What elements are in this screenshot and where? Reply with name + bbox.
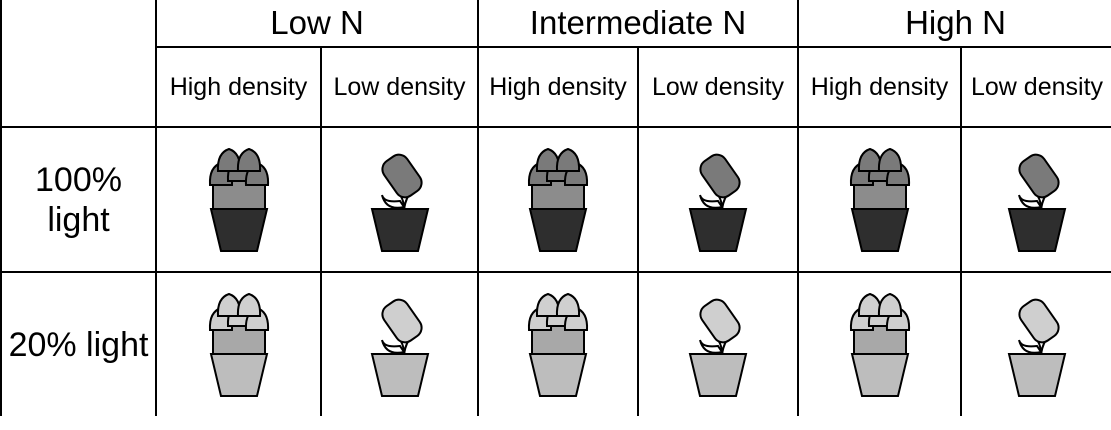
leaf — [1018, 298, 1060, 343]
subheader: Low density — [319, 46, 480, 128]
pot — [850, 207, 909, 252]
plant-cell — [637, 126, 800, 273]
plant-icon — [849, 292, 910, 397]
plant-icon — [849, 147, 910, 252]
plant-cell — [960, 126, 1111, 273]
leaf — [236, 147, 261, 172]
pot — [209, 352, 268, 397]
leaf-fold — [380, 339, 406, 354]
leaf — [699, 153, 741, 198]
subheader: High density — [155, 46, 322, 128]
pot — [688, 352, 748, 397]
leaf — [535, 292, 561, 317]
plant-icon — [1007, 153, 1067, 252]
leaf — [236, 292, 261, 317]
plant-cell — [960, 271, 1111, 416]
plant-cell — [477, 126, 640, 273]
leaf-fold — [699, 339, 724, 354]
leaf-fold — [380, 194, 406, 209]
leaf — [699, 298, 741, 343]
plant-cell — [637, 271, 800, 416]
pot — [1007, 352, 1067, 397]
leaf — [535, 147, 561, 172]
plant-cell — [319, 271, 480, 416]
leaf — [857, 292, 882, 317]
leaf — [216, 147, 241, 172]
plant-cell — [477, 271, 640, 416]
pot — [528, 207, 588, 252]
subheader: High density — [477, 46, 640, 128]
treatment-row: 100% light — [0, 126, 1111, 273]
leaf — [380, 153, 423, 198]
leaf — [216, 292, 241, 317]
design-table: Low N Intermediate N High N High density… — [0, 0, 1111, 416]
row-label: 100% light — [0, 126, 157, 273]
plant-icon — [688, 153, 748, 252]
leaf — [380, 298, 423, 343]
leaf-fold — [699, 194, 724, 209]
leaf — [1018, 153, 1060, 198]
pot — [688, 207, 748, 252]
plant-icon — [208, 292, 269, 397]
leaf — [877, 147, 902, 172]
row-label: 20% light — [0, 271, 157, 416]
pot — [370, 207, 429, 252]
subheader: Low density — [637, 46, 800, 128]
corner-cell — [0, 0, 157, 128]
subheader: High density — [797, 46, 963, 128]
plant-icon — [688, 298, 748, 397]
plant-icon — [527, 292, 589, 397]
pot — [209, 207, 268, 252]
plant-cell — [155, 271, 322, 416]
group-header: High N — [797, 0, 1111, 48]
plant-cell — [797, 271, 963, 416]
treatment-row: 20% light — [0, 271, 1111, 416]
pot — [850, 352, 909, 397]
plant-cell — [319, 126, 480, 273]
leaf — [555, 292, 581, 317]
group-header-row: Low N Intermediate N High N — [0, 0, 1111, 128]
pot — [1007, 207, 1067, 252]
plant-icon — [370, 298, 429, 397]
leaf-fold — [1018, 194, 1043, 209]
plant-cell — [155, 126, 322, 273]
pot — [528, 352, 588, 397]
plant-icon — [527, 147, 589, 252]
leaf — [857, 147, 882, 172]
leaf — [877, 292, 902, 317]
plant-icon — [1007, 298, 1067, 397]
group-header: Low N — [154, 0, 480, 48]
subheader-row: High density Low density High density Lo… — [1, 46, 1111, 128]
plant-cell — [797, 126, 963, 273]
group-header: Intermediate N — [477, 0, 800, 48]
leaf — [555, 147, 581, 172]
plant-icon — [370, 153, 429, 252]
subheader: Low density — [960, 46, 1111, 128]
plant-icon — [208, 147, 269, 252]
pot — [370, 352, 429, 397]
leaf-fold — [1018, 339, 1043, 354]
